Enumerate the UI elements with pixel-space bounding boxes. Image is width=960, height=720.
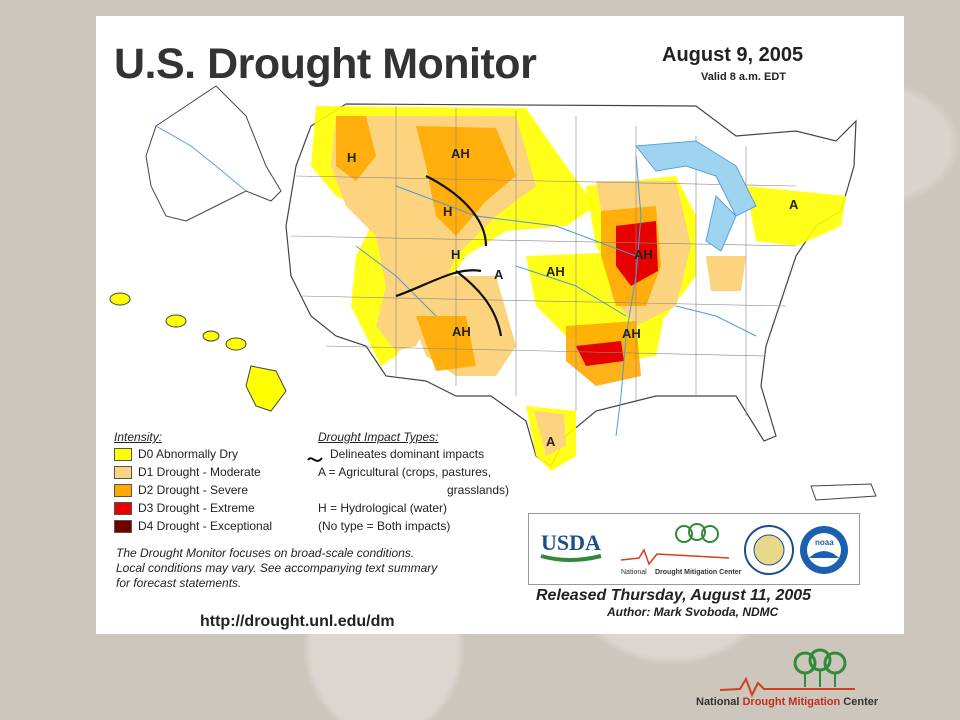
legend-d2: D2 Drought - Severe [114,483,248,497]
legend-d3: D3 Drought - Extreme [114,501,255,515]
disclaimer-note: The Drought Monitor focuses on broad-sca… [116,546,536,591]
region-label-5: A [494,267,504,282]
ndmc-tree-icon [675,525,693,543]
note-line-0: The Drought Monitor focuses on broad-sca… [116,546,415,560]
hawaii-island-1 [109,292,131,306]
usda-swoosh [540,554,602,562]
valid-time: Valid 8 a.m. EDT [701,71,786,83]
region-label-11: A [789,197,799,212]
author-credit: Author: Mark Svoboda, NDMC [607,605,779,619]
impact-line-1: A = Agricultural (crops, pastures, [318,465,492,479]
ndmc-corner-suffix: Center [843,696,879,708]
region-label-10: A [546,434,556,449]
legend-d4-swatch [114,519,132,533]
ndmc-corner-logo [719,648,855,698]
page-title: U.S. Drought Monitor [114,40,537,88]
puerto-rico-shape [810,483,877,501]
region-label-4: H [451,247,460,262]
legend-d3-swatch [114,501,132,515]
legend-d1: D1 Drought - Moderate [114,465,261,479]
d2-colorado [416,316,476,371]
region-label-1: H [347,150,356,165]
impact-line-4: (No type = Both impacts) [318,519,451,533]
impact-line-symbol [307,457,323,462]
ndmc-small-prefix: National [621,569,647,576]
impact-line-2: grasslands) [447,483,510,497]
legend-d2-swatch [114,483,132,497]
impact-legend-title: Drought Impact Types: [318,430,439,444]
release-date: Released Thursday, August 11, 2005 [536,587,812,604]
noaa-text: noaa [815,538,834,547]
legend-d4: D4 Drought - Exceptional [114,519,272,533]
drought-url-link[interactable]: http://drought.unl.edu/dm [200,613,395,630]
d1-texas [534,411,566,456]
d1-ohio [706,256,746,291]
region-label-8: AH [452,324,471,339]
legend-d1-label: D1 Drought - Moderate [138,465,261,479]
legend-d1-swatch [114,465,132,479]
legend-d4-label: D4 Drought - Exceptional [138,519,273,533]
region-label-3: H [443,204,452,219]
agency-logos: USDA National Drought Mitigation Center … [528,513,860,585]
alaska-shape [145,85,282,222]
legend-d3-label: D3 Drought - Extreme [138,501,255,515]
map-date: August 9, 2005 [662,44,804,66]
note-line-2: for forecast statements. [116,576,242,590]
d0-northeast [746,186,846,246]
usda-logo: USDA [541,530,601,555]
ndmc-small-main: Drought Mitigation Center [655,569,742,576]
ndmc-corner-main: Drought Mitigation [742,696,841,708]
hawaii-island-4 [225,337,247,351]
d2-pacific-nw [336,116,376,181]
impact-boundaries [395,175,503,337]
ndmc-corner-text: National Drought Mitigation Center [696,696,878,708]
d3-illinois [616,221,658,286]
legend-d0: D0 Abnormally Dry [114,447,238,461]
impact-line-3: H = Hydrological (water) [318,501,448,515]
hawaii-island-2 [165,314,187,328]
rivers [355,155,757,437]
ndmc-corner-prefix: National [696,696,740,708]
intensity-legend-title: Intensity: [114,430,163,444]
drought-monitor-slide: U.S. Drought Monitor August 9, 2005 Vali… [96,16,904,634]
impact-line-0: Delineates dominant impacts [330,447,485,461]
region-label-7: AH [634,247,653,262]
region-label-6: AH [546,264,565,279]
region-label-2: AH [451,146,470,161]
note-line-1: Local conditions may vary. See accompany… [116,561,438,575]
hawaii-island-5 [245,365,287,412]
legend-d0-swatch [114,447,132,461]
d2-montana [416,126,516,236]
legend-d2-label: D2 Drought - Severe [138,483,249,497]
d3-arkansas [576,341,624,366]
hawaii-island-3 [202,330,220,342]
legend-d0-label: D0 Abnormally Dry [138,447,239,461]
us-drought-map: H AH H H A AH AH AH AH A A [109,85,877,501]
logos-svg: USDA National Drought Mitigation Center … [540,523,848,576]
region-label-9: AH [622,326,641,341]
